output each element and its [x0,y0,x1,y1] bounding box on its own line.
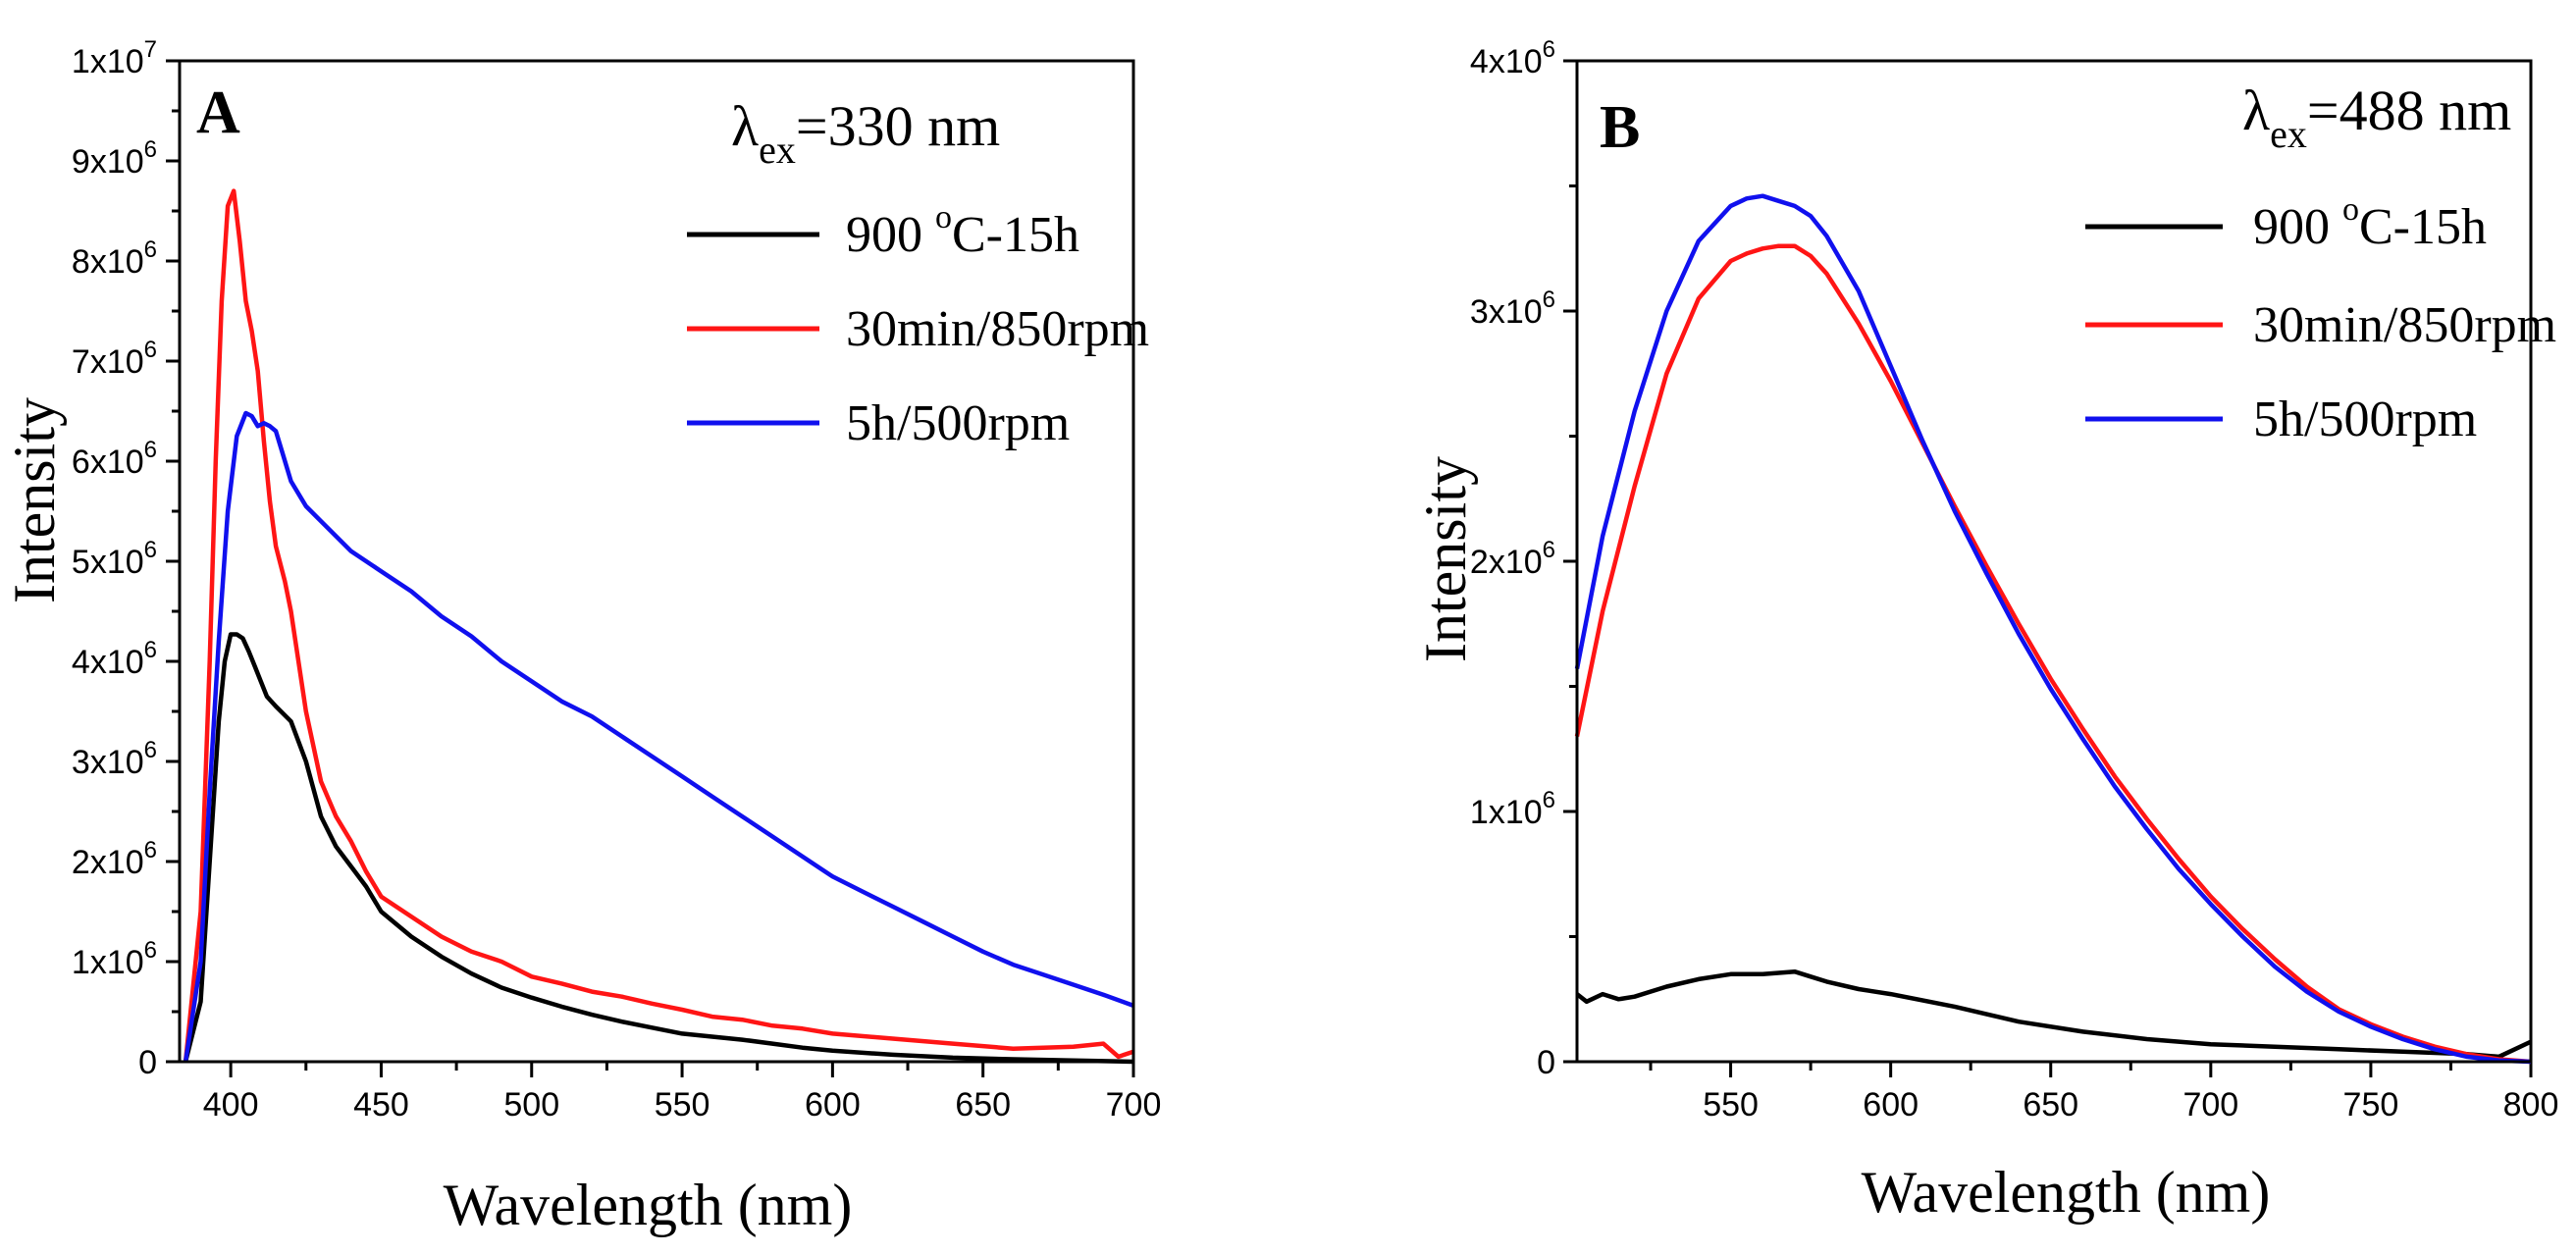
y-tick-label: 9x106 [72,136,157,181]
x-tick-label: 400 [203,1086,259,1124]
y-tick-label: 3x106 [1470,287,1555,331]
panel-b-legend: 900 oC-15h 30min/850rpm 5h/500rpm [2085,191,2556,447]
series-line-2 [183,188,1134,1063]
panel-a-y-axis-title: Intensity [2,397,67,603]
panel-b-plot-frame [1575,59,2533,1064]
series-line-3 [183,410,1134,1063]
y-tick-label: 5x106 [72,537,157,581]
panel-b-x-axis-title: Wavelength (nm) [1862,1160,2271,1225]
y-tick-label: 1x107 [72,36,157,80]
x-tick-label: 750 [2343,1086,2399,1124]
legend-label: 30min/850rpm [846,301,1149,357]
x-tick-label: 550 [655,1086,710,1124]
panel-a-plot-frame [178,59,1135,1064]
x-tick-label: 700 [2182,1086,2238,1124]
x-tick-label: 450 [353,1086,409,1124]
panel-a-legend: 900 oC-15h 30min/850rpm 5h/500rpm [687,199,1149,451]
series-line-1 [1575,968,2532,1060]
x-tick-label: 650 [2023,1086,2078,1124]
y-tick-label: 3x106 [72,737,157,781]
x-tick-label: 650 [955,1086,1011,1124]
legend-item: 900 oC-15h [2085,191,2487,255]
y-tick-label: 2x106 [72,837,157,881]
y-tick-label: 0 [138,1044,157,1081]
y-tick-label: 2x106 [1470,537,1555,581]
legend-item: 5h/500rpm [687,395,1070,451]
legend-item: 30min/850rpm [687,301,1149,357]
y-tick-label: 8x106 [72,236,157,281]
y-tick-label: 7x106 [72,337,157,381]
legend-label: 30min/850rpm [2253,297,2556,353]
x-tick-label: 600 [1863,1086,1919,1124]
x-tick-label: 800 [2503,1086,2559,1124]
series-line-2 [1574,243,2532,1065]
y-tick-label: 6x106 [72,437,157,481]
y-tick-label: 1x106 [1470,787,1555,831]
legend-label: 900 oC-15h [846,199,1079,263]
y-tick-label: 4x106 [1470,36,1555,80]
legend-item: 900 oC-15h [687,199,1079,263]
panel-a: 400 450 500 550 600 650 700 0 1x106 2x106 3x106 4x1… [2,36,1161,1237]
x-tick-label: 700 [1106,1086,1162,1124]
x-tick-label: 600 [805,1086,861,1124]
panel-a-ticks: 400 450 500 550 600 650 700 0 1x106 2x106 3x106 4x1… [72,36,1161,1124]
panel-a-series [183,188,1134,1065]
series-line-1 [183,632,1134,1065]
panel-b-label: B [1600,94,1640,161]
panel-b: 550 600 650 700 750 80001x1062x1063x1064x106 … [1413,36,2558,1225]
legend-item: 30min/850rpm [2085,297,2556,353]
panel-b-y-axis-title: Intensity [1413,456,1478,662]
legend-item: 5h/500rpm [2085,392,2477,447]
panel-b-series [1574,193,2532,1065]
legend-label: 5h/500rpm [846,395,1070,451]
x-tick-label: 550 [1703,1086,1759,1124]
y-tick-label: 1x106 [72,937,157,981]
y-tick-label: 0 [1537,1044,1555,1081]
y-tick-label: 4x106 [72,637,157,681]
legend-label: 900 oC-15h [2253,191,2487,255]
panel-a-x-axis-title: Wavelength (nm) [444,1173,853,1237]
series-line-3 [1574,193,2532,1065]
panel-b-excitation-note: λex=488 nm [2242,78,2511,156]
panel-a-label: A [196,79,240,146]
panel-a-excitation-note: λex=330 nm [731,94,1000,172]
x-tick-label: 500 [503,1086,559,1124]
legend-label: 5h/500rpm [2253,392,2477,447]
